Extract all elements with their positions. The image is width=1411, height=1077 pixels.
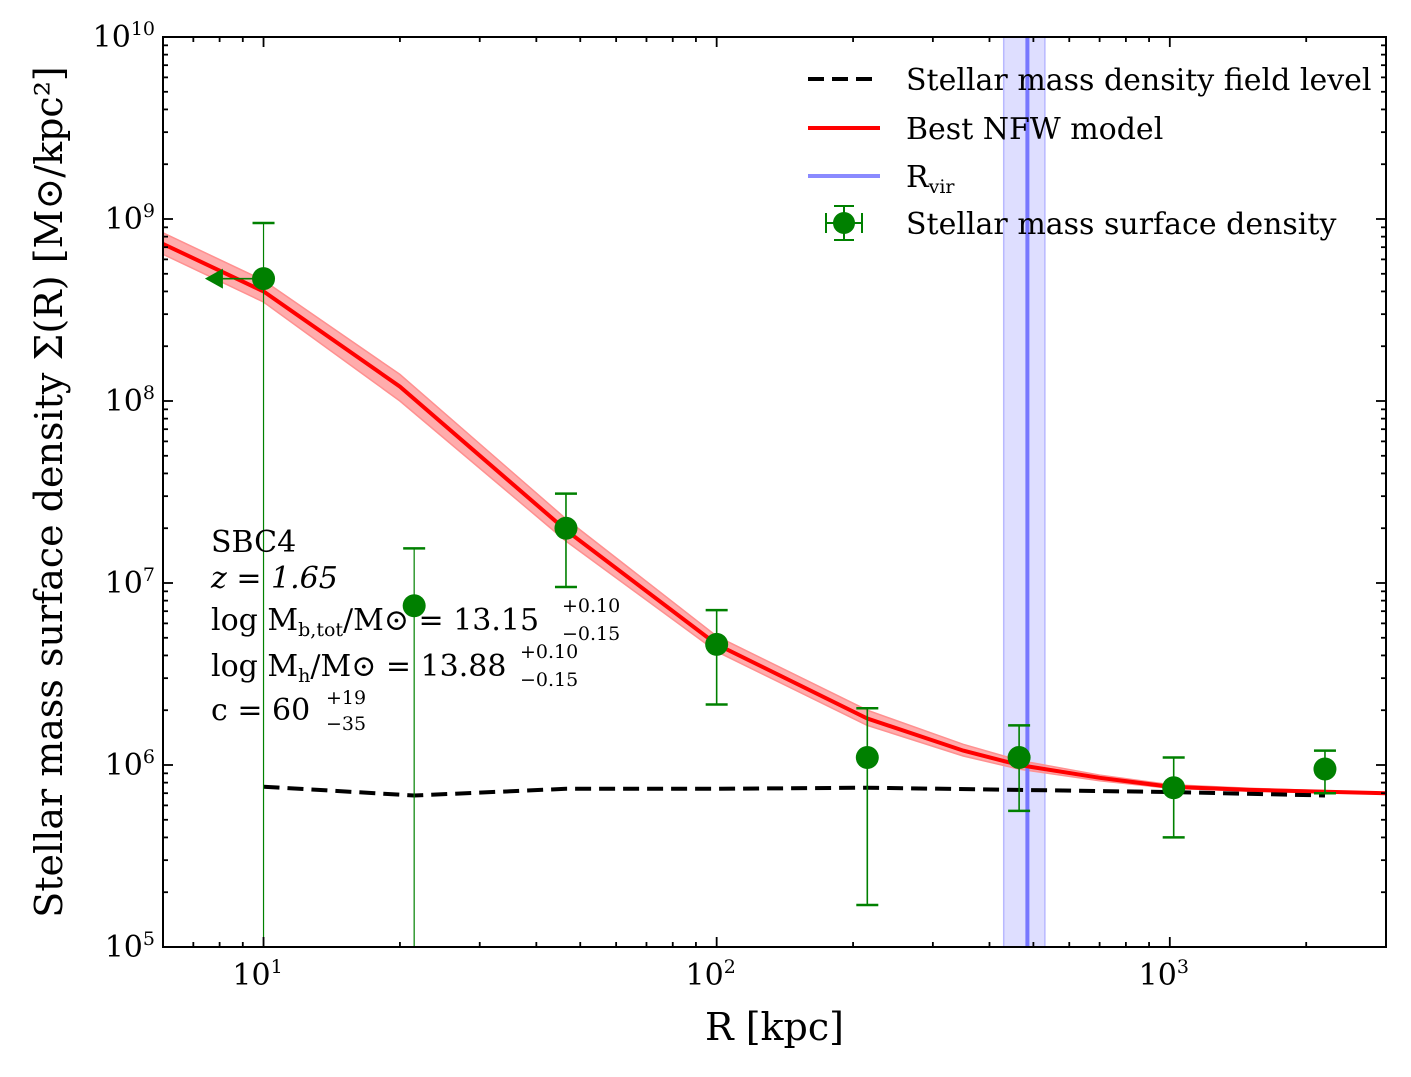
annotation-mh-text: log M <box>211 649 298 684</box>
legend-label-rvir-sub: vir <box>928 176 956 198</box>
data-point-marker <box>402 594 426 618</box>
data-point-7 <box>1162 756 1186 839</box>
legend: Stellar mass density field level Best NF… <box>808 63 1372 242</box>
annotation-concentration: c = 60 <box>211 693 310 728</box>
data-point-marker <box>855 745 879 769</box>
y-tick-label-base: 10 <box>105 748 143 783</box>
y-tick-label-exp: 10 <box>131 18 155 40</box>
annotation-halo-mass: log Mh/M⊙ = 13.88 <box>211 649 506 687</box>
data-point-1 <box>204 221 276 947</box>
rvir-band <box>1003 37 1045 947</box>
x-tick-label-exp: 2 <box>724 956 736 978</box>
data-point-3 <box>554 492 578 589</box>
y-tick-label: 105 <box>105 928 155 965</box>
y-tick-label-base: 10 <box>105 202 143 237</box>
annotation-mb-down: −0.15 <box>562 623 620 645</box>
y-tick-label-exp: 5 <box>143 928 155 950</box>
y-tick-label-exp: 8 <box>143 382 155 404</box>
legend-label-nfw: Best NFW model <box>906 112 1163 147</box>
y-tick-label-exp: 7 <box>143 564 155 586</box>
legend-label-field: Stellar mass density field level <box>906 63 1372 98</box>
x-tick-label-base: 10 <box>1139 958 1177 993</box>
annotation-mh-down: −0.15 <box>520 669 578 691</box>
y-tick-label: 108 <box>105 382 155 419</box>
data-point-marker <box>252 267 276 291</box>
annotation-c-down: −35 <box>326 713 366 735</box>
y-tick-label: 1010 <box>93 18 155 55</box>
data-point-2 <box>402 547 426 947</box>
x-tick-label: 103 <box>1139 956 1189 993</box>
y-axis-title: Stellar mass surface density Σ(R) [M⊙/kp… <box>27 66 71 918</box>
nfw-model-line <box>162 242 1387 796</box>
y-tick-label-exp: 9 <box>143 200 155 222</box>
annotation-mb-rest: /M⊙ = 13.15 <box>343 603 539 638</box>
data-point-6 <box>1007 724 1031 813</box>
annotation-mh-sub: h <box>298 665 310 687</box>
legend-label-rvir: Rvir <box>906 160 955 198</box>
annotation-c-up: +19 <box>326 687 366 709</box>
y-tick-label-exp: 6 <box>143 746 155 768</box>
data-point-4 <box>705 608 729 706</box>
annotation-mb-sub: b,tot <box>298 619 343 641</box>
data-point-marker <box>705 632 729 656</box>
y-tick-label: 109 <box>105 200 155 237</box>
data-point-marker <box>1007 745 1031 769</box>
x-tick-label-exp: 1 <box>271 956 283 978</box>
annotation-baryon-mass: log Mb,tot/M⊙ = 13.15 <box>211 603 539 641</box>
x-tick-label: 101 <box>232 956 282 993</box>
lines-layer <box>162 37 1387 947</box>
points-layer <box>204 221 1337 947</box>
bands-layer <box>162 37 1387 947</box>
annotation-mh-rest: /M⊙ = 13.88 <box>310 649 506 684</box>
legend-label-points: Stellar mass surface density <box>906 207 1336 242</box>
annotation-mb-text: log M <box>211 603 298 638</box>
y-tick-label: 106 <box>105 746 155 783</box>
annotation-name: SBC4 <box>211 525 296 560</box>
y-tick-label-base: 10 <box>105 930 143 965</box>
legend-swatch-points <box>825 205 863 241</box>
upper-limit-arrow <box>204 268 223 289</box>
x-tick-label-base: 10 <box>686 958 724 993</box>
x-tick-label: 102 <box>686 956 736 993</box>
data-point-5 <box>855 707 879 907</box>
annotation-redshift: z = 1.65 <box>210 561 338 596</box>
annotation-mh-up: +0.10 <box>520 641 578 663</box>
plot-frame <box>162 36 1387 948</box>
legend-label-rvir-main: R <box>906 160 930 195</box>
data-point-marker <box>554 516 578 540</box>
x-tick-label-exp: 3 <box>1177 956 1189 978</box>
y-tick-label-base: 10 <box>93 20 131 55</box>
data-point-8 <box>1313 749 1337 795</box>
x-tick-label-base: 10 <box>232 958 270 993</box>
annotation-block: SBC4 z = 1.65 log Mb,tot/M⊙ = 13.15 +0.1… <box>210 525 620 735</box>
x-axis-title: R [kpc] <box>705 1005 844 1049</box>
y-tick-label-base: 10 <box>105 384 143 419</box>
field-level-line <box>263 784 1326 798</box>
y-tick-label: 107 <box>105 564 155 601</box>
data-point-marker <box>1162 776 1186 800</box>
data-point-marker <box>1313 757 1337 781</box>
y-tick-label-base: 10 <box>105 566 143 601</box>
annotation-mb-up: +0.10 <box>562 595 620 617</box>
nfw-uncertainty-band <box>162 231 1387 795</box>
